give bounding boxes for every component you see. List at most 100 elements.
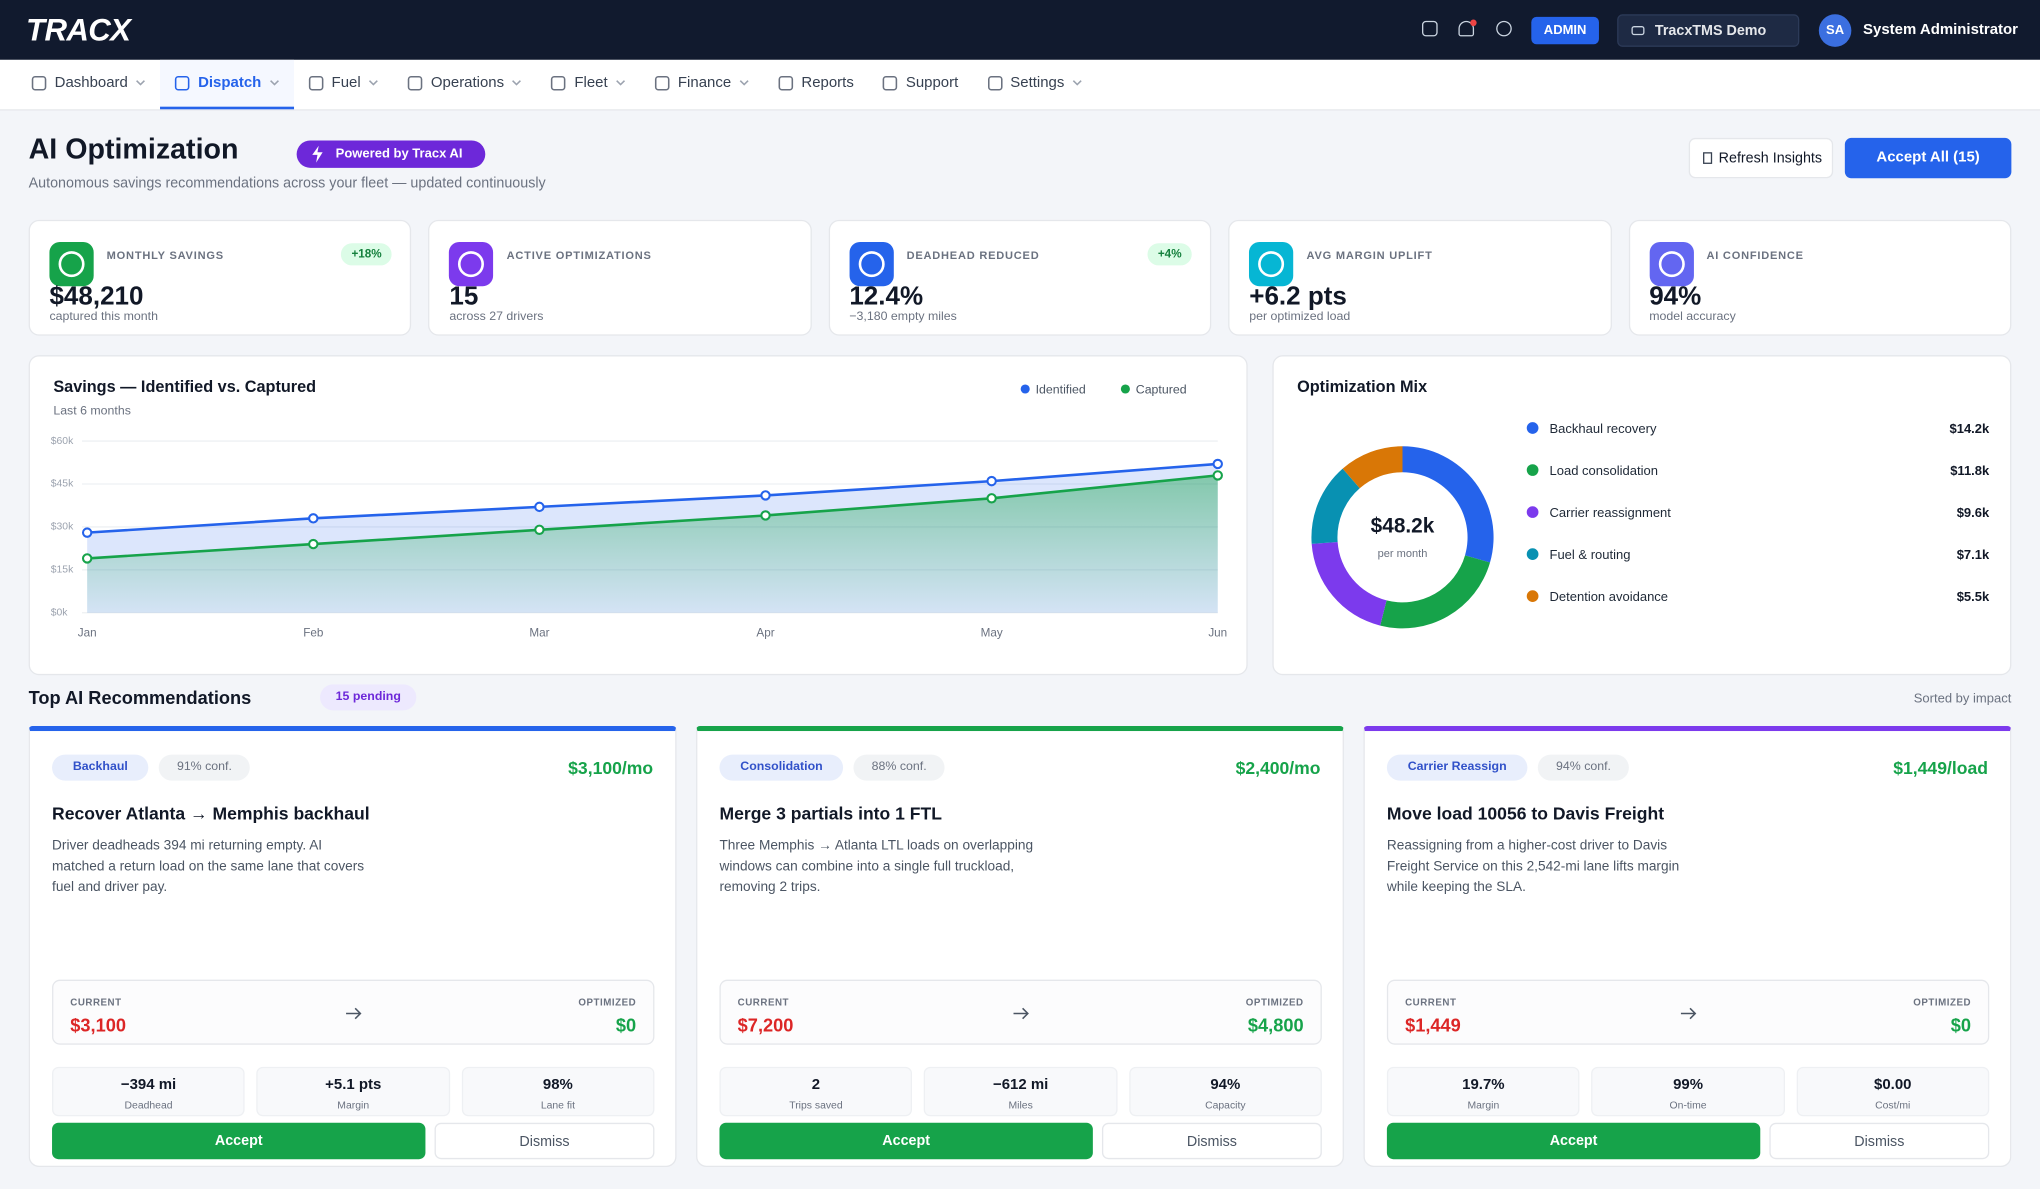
pie-slice xyxy=(1402,446,1494,563)
recommendation-card: Consolidation 88% conf. $2,400/mo Merge 3 p… xyxy=(696,725,1344,1168)
description: Reassigning from a higher-cost driver to… xyxy=(1386,837,1680,896)
metric-value: 99% xyxy=(1673,1077,1704,1093)
nav-label: Operations xyxy=(430,75,505,92)
notification-icon[interactable] xyxy=(1458,20,1475,37)
kpi-card: DEADHEAD REDUCED +4% 12.4% −3,180 empty mil… xyxy=(828,219,1212,336)
kpi-icon xyxy=(849,241,894,287)
arrow-icon xyxy=(346,1007,362,1020)
role-badge: ADMIN xyxy=(1531,16,1599,45)
current-value: $1,449 xyxy=(1405,1014,1461,1036)
nav-label: Support xyxy=(905,75,959,92)
nav-label: Settings xyxy=(1010,75,1065,92)
avatar[interactable]: SA xyxy=(1818,14,1852,47)
line-chart: Savings — Identified vs. Captured Last 6 … xyxy=(51,378,1227,640)
dismiss-button[interactable]: Dismiss xyxy=(434,1122,655,1160)
bolt-icon xyxy=(312,145,323,163)
fullscreen-icon[interactable] xyxy=(1422,20,1438,37)
legend-swatch xyxy=(1526,506,1539,518)
nav-icon-shape xyxy=(551,75,567,91)
nav-item[interactable]: Finance xyxy=(640,60,763,109)
nav-icon xyxy=(778,75,794,91)
kpi-note: per optimized load xyxy=(1249,309,1351,324)
glyph xyxy=(458,251,485,278)
chevron xyxy=(1072,80,1082,86)
nav-icon xyxy=(551,75,567,91)
legend-value: $7.1k xyxy=(1957,547,1990,562)
accept-button[interactable]: Accept xyxy=(719,1122,1093,1160)
recommendation-row: Backhaul 91% conf. $3,100/mo Recover Atlant… xyxy=(28,725,2012,1168)
refresh-icon xyxy=(1703,152,1713,164)
sort-label[interactable]: Sorted by impact xyxy=(1913,692,2012,707)
metric-value: 19.7% xyxy=(1462,1077,1505,1093)
kpi-icon xyxy=(1249,241,1294,287)
nav-icon xyxy=(308,75,324,91)
y-tick-label: $0k xyxy=(51,608,69,619)
metric: $0.00 Cost/mi xyxy=(1796,1066,1990,1117)
confidence-tag: 91% conf. xyxy=(158,754,251,781)
data-point xyxy=(760,510,771,521)
series-line xyxy=(87,462,1218,534)
accept-all-button[interactable]: Accept All (15) xyxy=(1844,137,2012,179)
legend-label: Carrier reassignment xyxy=(1550,505,1672,520)
refresh-button[interactable]: Refresh Insights xyxy=(1688,137,1834,179)
nav-item[interactable]: Fleet xyxy=(537,60,641,109)
legend-label: Load consolidation xyxy=(1550,463,1658,478)
kpi-label: DEADHEAD REDUCED xyxy=(906,248,1040,262)
kpi-value: $48,210 xyxy=(49,282,144,311)
user-name[interactable]: System Administrator xyxy=(1863,22,2018,38)
accept-button[interactable]: Accept xyxy=(52,1122,426,1160)
card-title: Recover Atlanta → Memphis backhaul xyxy=(52,804,370,824)
logo[interactable]: TRACX xyxy=(26,13,131,49)
metric: −394 mi Deadhead xyxy=(52,1066,246,1117)
nav-item[interactable]: Operations xyxy=(393,60,536,109)
impact: $3,100/mo xyxy=(568,758,654,779)
recommendation-card: Backhaul 91% conf. $3,100/mo Recover Atlant… xyxy=(28,725,677,1168)
x-tick-label: Feb xyxy=(303,627,324,640)
kpi-icon xyxy=(49,241,94,287)
nav-chevron xyxy=(369,80,379,86)
chevron xyxy=(369,80,379,86)
chart-subtitle: Last 6 months xyxy=(53,403,131,417)
legend-value: $11.8k xyxy=(1950,463,1990,478)
workspace-selector[interactable]: TracxTMS Demo xyxy=(1617,14,1800,47)
ai-badge: Powered by Tracx AI xyxy=(296,140,486,168)
pie-chart: Optimization Mix Backhaul recovery $14.2k L… xyxy=(1297,378,1990,629)
data-point xyxy=(534,501,545,513)
metric: −612 mi Miles xyxy=(924,1066,1118,1117)
nav-item[interactable]: Dashboard xyxy=(17,60,160,109)
nav-item[interactable]: Support xyxy=(868,60,972,109)
confidence-tag: 88% conf. xyxy=(853,754,945,781)
dismiss-button[interactable]: Dismiss xyxy=(1769,1122,1990,1160)
confidence-tag: 94% conf. xyxy=(1537,754,1630,781)
glyph xyxy=(858,251,885,278)
metric-value: 98% xyxy=(542,1077,573,1093)
nav-item[interactable]: Fuel xyxy=(294,60,393,109)
kpi-card: AVG MARGIN UPLIFT +6.2 pts per optimized l… xyxy=(1228,219,1612,336)
nav-item[interactable]: Reports xyxy=(764,60,868,109)
accept-button[interactable]: Accept xyxy=(1386,1122,1761,1160)
nav-icon-shape xyxy=(778,75,794,91)
settings-icon[interactable] xyxy=(1496,20,1512,37)
nav-item[interactable]: Dispatch xyxy=(160,59,294,110)
nav-label: Reports xyxy=(801,75,854,92)
card-title: Merge 3 partials into 1 FTL xyxy=(719,804,942,824)
kpi-note: −3,180 empty miles xyxy=(849,309,957,324)
category-tag: Carrier Reassign xyxy=(1386,754,1528,781)
section-title: Top AI Recommendations xyxy=(28,686,252,708)
nav-label: Fuel xyxy=(331,75,361,92)
legend-swatch xyxy=(1526,590,1539,602)
nav-chevron xyxy=(512,80,522,86)
chart-title: Savings — Identified vs. Captured xyxy=(53,378,316,396)
legend-label: Detention avoidance xyxy=(1550,589,1669,604)
legend-value: $5.5k xyxy=(1957,589,1990,604)
comparison-box: CURRENT $7,200 OPTIMIZED $4,800 xyxy=(719,979,1322,1045)
nav-item[interactable]: Settings xyxy=(973,60,1097,109)
kpi-icon xyxy=(449,241,494,287)
kpi-icon-glyph xyxy=(458,251,485,278)
nav-bar: Dashboard Dispatch Fuel Operations Fleet Fina… xyxy=(0,59,2040,111)
kpi-card: AI CONFIDENCE 94% model accuracy xyxy=(1628,219,2012,336)
dismiss-button[interactable]: Dismiss xyxy=(1101,1122,1322,1160)
pie-slice xyxy=(1311,541,1387,626)
metric-label: Margin xyxy=(337,1099,370,1112)
